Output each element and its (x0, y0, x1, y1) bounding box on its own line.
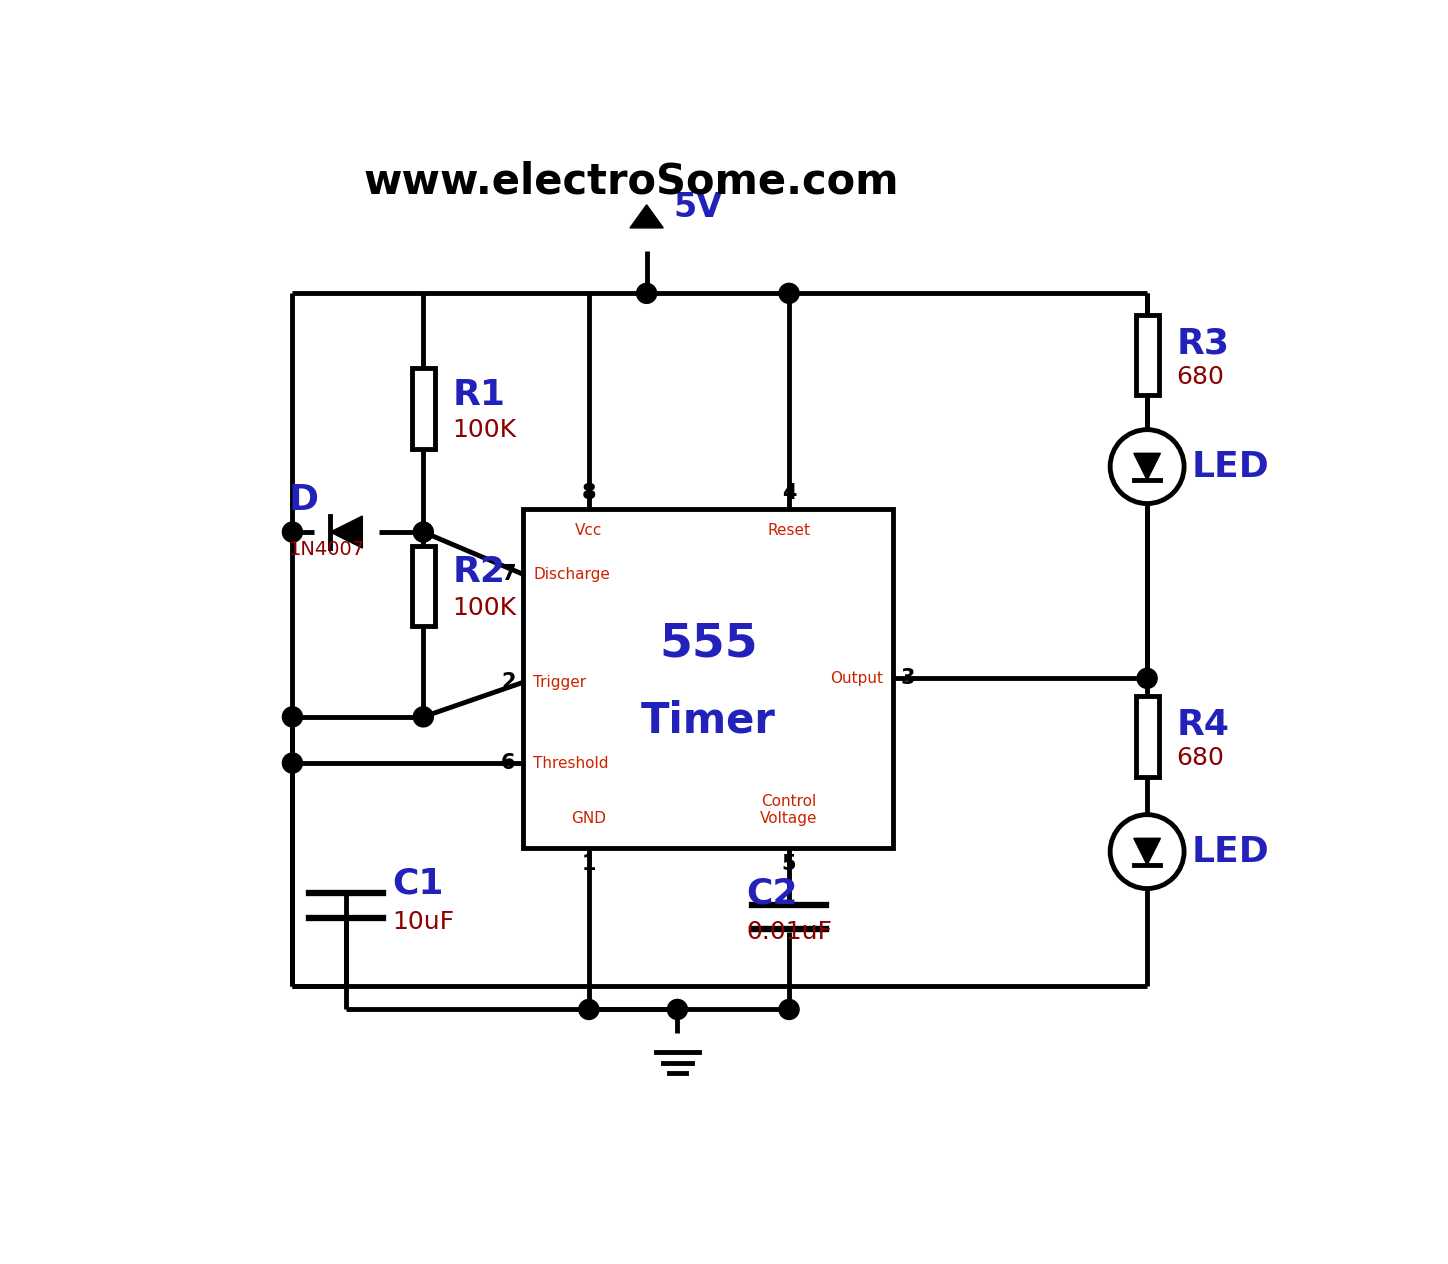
Text: 0.01uF: 0.01uF (747, 920, 833, 944)
Text: 10uF: 10uF (392, 910, 455, 934)
Text: Timer: Timer (641, 700, 776, 742)
Text: R3: R3 (1176, 326, 1229, 360)
Circle shape (668, 1000, 688, 1020)
Text: C1: C1 (392, 867, 445, 901)
Text: GND: GND (572, 811, 607, 827)
Text: Control
Voltage: Control Voltage (760, 794, 818, 827)
Text: Trigger: Trigger (533, 675, 586, 690)
Text: Vcc: Vcc (575, 523, 602, 537)
Text: 555: 555 (659, 621, 757, 666)
Polygon shape (630, 205, 663, 228)
Circle shape (579, 1000, 599, 1020)
Bar (411, 546, 434, 627)
Bar (411, 368, 434, 449)
Circle shape (282, 753, 303, 774)
Bar (1135, 695, 1158, 776)
Text: Threshold: Threshold (533, 756, 610, 771)
Text: Output: Output (830, 671, 883, 686)
Bar (523, 509, 893, 848)
Text: R1: R1 (453, 378, 505, 412)
Circle shape (779, 283, 799, 303)
Polygon shape (1134, 838, 1160, 865)
Circle shape (779, 1000, 799, 1020)
Text: 6: 6 (501, 753, 515, 774)
Text: 1N4007: 1N4007 (288, 540, 365, 559)
Text: 7: 7 (501, 565, 515, 584)
Text: Discharge: Discharge (533, 568, 610, 581)
Circle shape (282, 707, 303, 727)
Text: 4: 4 (782, 483, 796, 503)
Text: 1: 1 (582, 854, 597, 873)
Text: 5: 5 (782, 854, 796, 873)
Polygon shape (1134, 454, 1160, 480)
Text: Reset: Reset (767, 523, 811, 537)
Text: LED: LED (1192, 450, 1270, 484)
Circle shape (413, 522, 433, 542)
Text: 680: 680 (1176, 364, 1224, 388)
Polygon shape (330, 516, 362, 549)
Text: 100K: 100K (453, 595, 517, 619)
Circle shape (1111, 430, 1184, 503)
Circle shape (282, 522, 303, 542)
Text: LED: LED (1192, 834, 1270, 868)
Text: 3: 3 (901, 669, 915, 689)
Text: R4: R4 (1176, 708, 1229, 742)
Text: 5V: 5V (673, 191, 723, 224)
Circle shape (637, 283, 656, 303)
Text: www.electroSome.com: www.electroSome.com (363, 161, 899, 202)
Text: R2: R2 (453, 555, 505, 589)
Text: D: D (288, 483, 319, 517)
Circle shape (1137, 669, 1157, 689)
Circle shape (1111, 815, 1184, 889)
Text: 2: 2 (501, 672, 515, 693)
Circle shape (413, 707, 433, 727)
Text: 680: 680 (1176, 746, 1224, 770)
Bar (1135, 315, 1158, 396)
Text: 8: 8 (582, 483, 597, 503)
Text: C2: C2 (747, 877, 798, 911)
Text: 100K: 100K (453, 418, 517, 442)
